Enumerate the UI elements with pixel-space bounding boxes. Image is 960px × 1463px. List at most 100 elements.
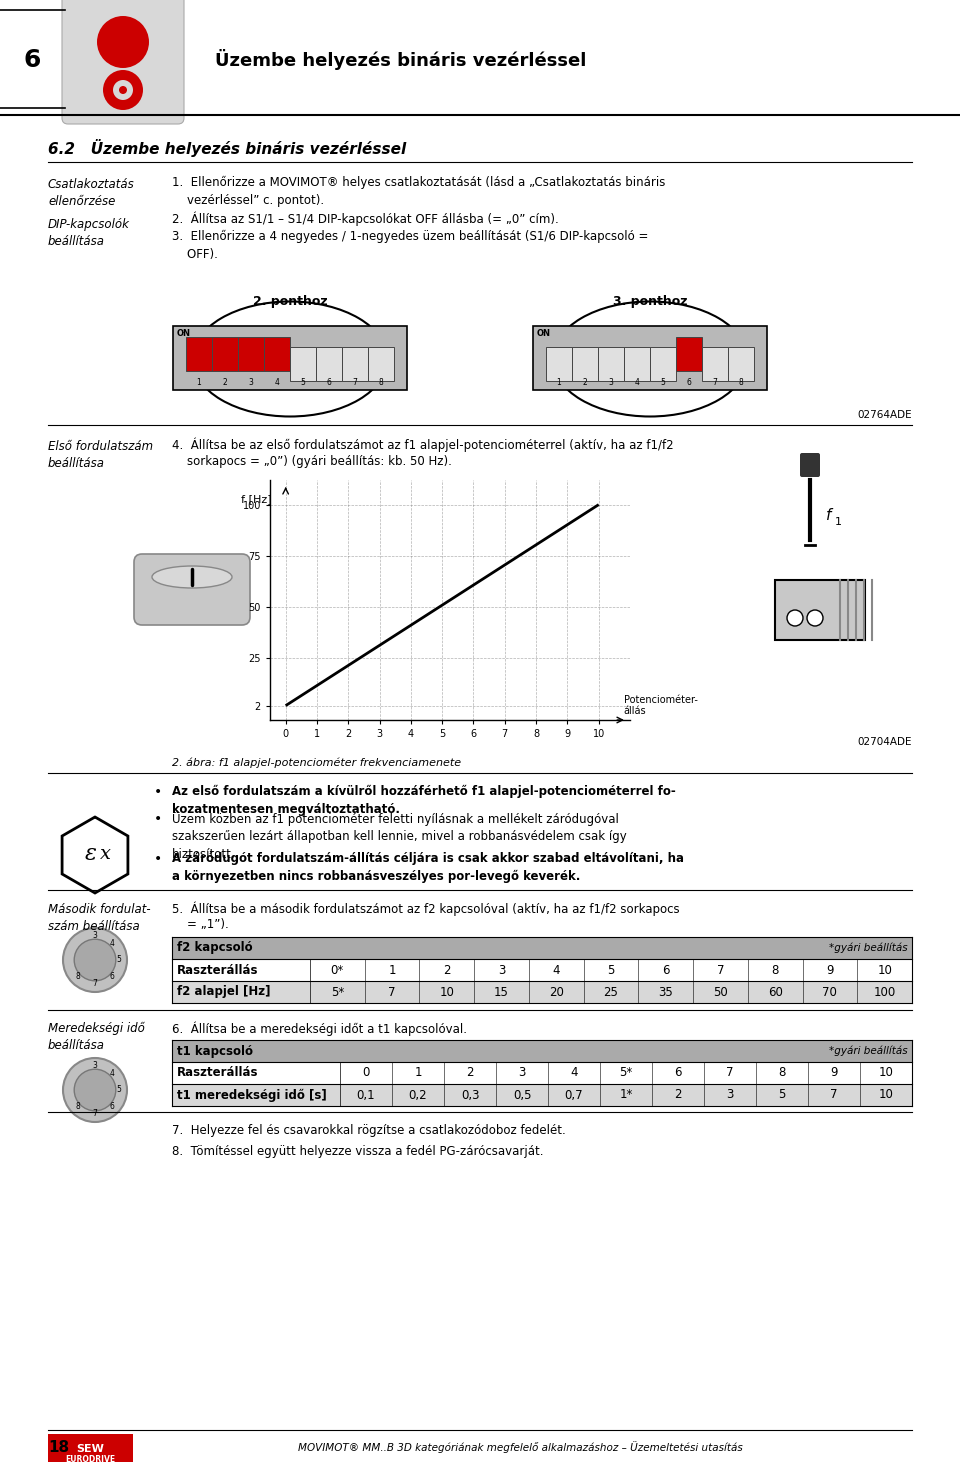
Text: 02764ADE: 02764ADE [857, 410, 912, 420]
Circle shape [63, 928, 127, 992]
FancyBboxPatch shape [775, 579, 865, 639]
Text: 2. ponthoz: 2. ponthoz [252, 296, 327, 309]
Text: 4.  Állítsa be az első fordulatszámot az f1 alapjel-potenciométerrel (aktív, ha : 4. Állítsa be az első fordulatszámot az … [172, 437, 674, 452]
Text: •: • [154, 851, 162, 866]
FancyBboxPatch shape [172, 982, 912, 1004]
Text: 18: 18 [48, 1440, 69, 1454]
Text: Üzem közben az f1 potenciométer feletti nyílásnak a mellékelt záródugóval
szaksz: Üzem közben az f1 potenciométer feletti … [172, 812, 627, 860]
Text: 5: 5 [608, 964, 614, 976]
Text: Második fordulat-
szám beállítása: Második fordulat- szám beállítása [48, 903, 151, 933]
Text: Az első fordulatszám a kívülről hozzáférhető f1 alapjel-potenciométerrel fo-
koz: Az első fordulatszám a kívülről hozzáfér… [172, 786, 676, 816]
Text: 25: 25 [604, 986, 618, 999]
FancyBboxPatch shape [62, 0, 184, 124]
Text: 5: 5 [779, 1088, 785, 1102]
Text: Raszterállás: Raszterállás [177, 1067, 258, 1080]
FancyBboxPatch shape [264, 336, 290, 372]
Text: 5: 5 [116, 955, 121, 964]
Text: 8.  Tömítéssel együtt helyezze vissza a fedél PG-zárócsavarját.: 8. Tömítéssel együtt helyezze vissza a f… [172, 1146, 543, 1159]
Text: 10: 10 [878, 1088, 894, 1102]
Text: 0,7: 0,7 [564, 1088, 584, 1102]
FancyBboxPatch shape [342, 347, 368, 380]
Text: 2.  Állítsa az S1/1 – S1/4 DIP-kapcsolókat OFF állásba (= „0” cím).: 2. Állítsa az S1/1 – S1/4 DIP-kapcsolóka… [172, 212, 559, 227]
Text: f: f [826, 508, 831, 522]
Text: 8: 8 [772, 964, 779, 976]
Text: Potenciométer-
állás: Potenciométer- állás [624, 695, 698, 717]
Text: t1 meredekségi idő [s]: t1 meredekségi idő [s] [177, 1088, 326, 1102]
Text: 8: 8 [738, 377, 743, 388]
Text: 6: 6 [326, 377, 331, 388]
Text: 6.2   Üzembe helyezés bináris vezérléssel: 6.2 Üzembe helyezés bináris vezérléssel [48, 139, 406, 157]
Text: 3: 3 [92, 932, 97, 941]
Text: 70: 70 [823, 986, 837, 999]
FancyBboxPatch shape [572, 347, 598, 380]
Text: 3: 3 [727, 1088, 733, 1102]
Text: 3: 3 [518, 1067, 526, 1080]
FancyBboxPatch shape [728, 347, 754, 380]
Text: 0: 0 [362, 1067, 370, 1080]
Text: •: • [154, 786, 162, 799]
FancyBboxPatch shape [316, 347, 342, 380]
FancyBboxPatch shape [546, 347, 572, 380]
Text: Csatlakoztatás
ellenőrzése: Csatlakoztatás ellenőrzése [48, 178, 134, 208]
Text: 02704ADE: 02704ADE [857, 737, 912, 748]
Text: 2: 2 [223, 377, 228, 388]
Text: 6: 6 [109, 1103, 114, 1112]
Text: 6: 6 [109, 973, 114, 982]
FancyBboxPatch shape [800, 454, 820, 477]
Text: 3: 3 [609, 377, 613, 388]
Text: 10: 10 [877, 964, 892, 976]
Text: = „1”).: = „1”). [172, 917, 228, 930]
FancyBboxPatch shape [650, 347, 676, 380]
Text: 5: 5 [116, 1086, 121, 1094]
Text: 2: 2 [467, 1067, 473, 1080]
Text: 1: 1 [389, 964, 396, 976]
Text: 0,1: 0,1 [357, 1088, 375, 1102]
Text: 6: 6 [662, 964, 669, 976]
Text: 5: 5 [300, 377, 305, 388]
Text: 1: 1 [415, 1067, 421, 1080]
Text: 4: 4 [109, 1068, 114, 1078]
Text: 0,2: 0,2 [409, 1088, 427, 1102]
Text: 2: 2 [583, 377, 588, 388]
Text: 3: 3 [498, 964, 505, 976]
FancyBboxPatch shape [598, 347, 624, 380]
FancyBboxPatch shape [368, 347, 394, 380]
Text: 5*: 5* [619, 1067, 633, 1080]
FancyBboxPatch shape [172, 936, 912, 960]
Text: ON: ON [537, 329, 551, 338]
Text: 35: 35 [659, 986, 673, 999]
Text: 5*: 5* [331, 986, 344, 999]
Circle shape [113, 80, 133, 99]
Circle shape [787, 610, 803, 626]
Text: DIP-kapcsolók
beállítása: DIP-kapcsolók beállítása [48, 218, 130, 249]
Text: MOVIMOT® MM..B 3D kategóriának megfelelő alkalmazáshoz – Üzemeltetési utasítás: MOVIMOT® MM..B 3D kategóriának megfelelő… [298, 1441, 742, 1453]
FancyBboxPatch shape [238, 336, 264, 372]
Text: f [Hz]: f [Hz] [241, 494, 272, 505]
FancyBboxPatch shape [172, 960, 912, 982]
FancyBboxPatch shape [676, 336, 702, 372]
Text: 1: 1 [835, 516, 842, 527]
Text: 6: 6 [686, 377, 691, 388]
Text: 1*: 1* [619, 1088, 633, 1102]
Text: 20: 20 [549, 986, 564, 999]
Text: 8: 8 [76, 973, 81, 982]
FancyBboxPatch shape [702, 347, 728, 380]
Text: 7.  Helyezze fel és csavarokkal rögzítse a csatlakozódoboz fedelét.: 7. Helyezze fel és csavarokkal rögzítse … [172, 1124, 565, 1137]
Text: Első fordulatszám
beállítása: Első fordulatszám beállítása [48, 440, 154, 470]
Circle shape [119, 86, 127, 94]
Text: 0*: 0* [331, 964, 344, 976]
Text: A záródugót fordulatszám-állítás céljára is csak akkor szabad eltávolítani, ha
a: A záródugót fordulatszám-állítás céljára… [172, 851, 684, 882]
Text: 6: 6 [674, 1067, 682, 1080]
Circle shape [103, 70, 143, 110]
Text: 4: 4 [635, 377, 639, 388]
Text: 7: 7 [727, 1067, 733, 1080]
Text: 3: 3 [249, 377, 253, 388]
Circle shape [74, 1069, 116, 1110]
Circle shape [97, 16, 149, 67]
Text: 3.  Ellenőrizze a 4 negyedes / 1-negyedes üzem beállítását (S1/6 DIP-kapcsoló =
: 3. Ellenőrizze a 4 negyedes / 1-negyedes… [172, 230, 648, 260]
Text: f2 kapcsoló: f2 kapcsoló [177, 942, 252, 954]
Text: 0,3: 0,3 [461, 1088, 479, 1102]
Ellipse shape [152, 566, 232, 588]
Text: f2 alapjel [Hz]: f2 alapjel [Hz] [177, 986, 271, 999]
Text: 9: 9 [827, 964, 833, 976]
